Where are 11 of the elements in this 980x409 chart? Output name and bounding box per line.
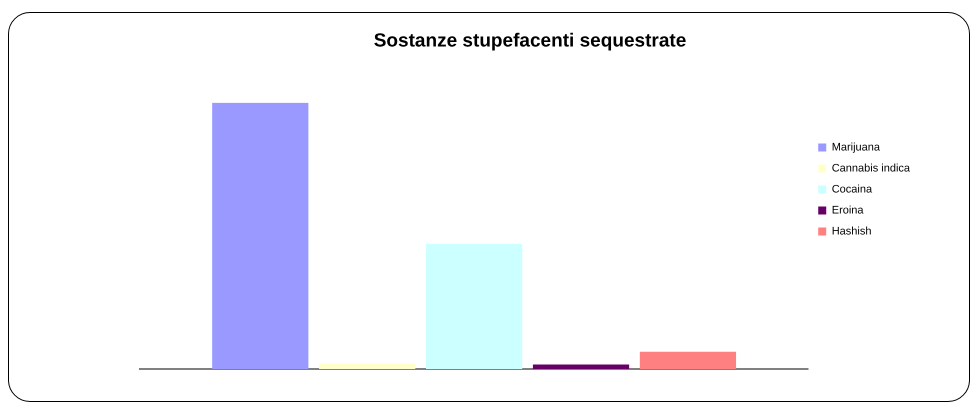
legend-label: Eroina	[832, 204, 864, 217]
legend-label: Marijuana	[832, 142, 881, 154]
bar	[319, 364, 416, 369]
bar	[532, 364, 630, 369]
legend-label: Hashish	[832, 226, 872, 238]
bar	[212, 102, 308, 369]
legend-label: Cocaina	[832, 184, 873, 196]
chart-title: Sostanze stupefacenti sequestrate	[374, 30, 686, 52]
legend-label: Cannabis indica	[832, 162, 911, 175]
bar	[640, 352, 736, 369]
bar	[426, 244, 522, 369]
